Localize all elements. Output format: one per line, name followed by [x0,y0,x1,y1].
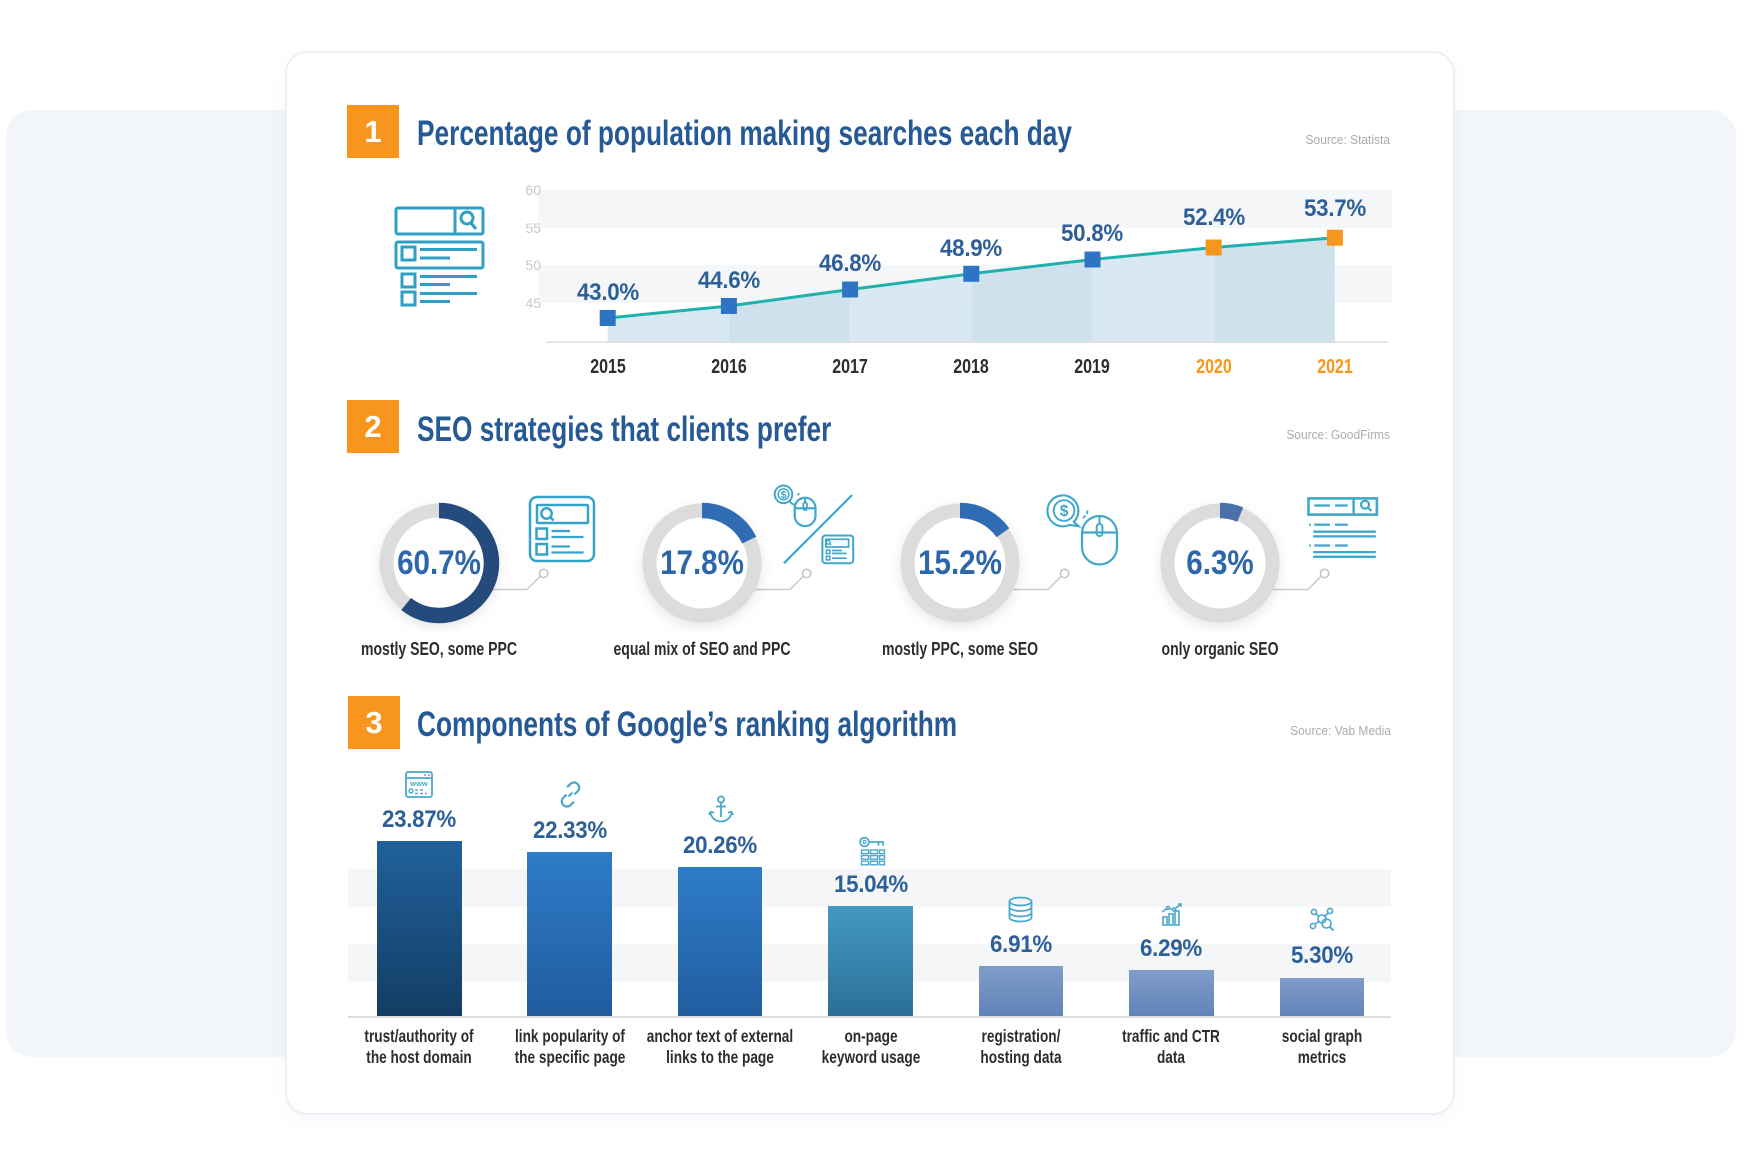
svg-text:www: www [409,779,428,788]
svg-text:$: $ [781,489,787,501]
svg-text:$: $ [1060,503,1069,520]
